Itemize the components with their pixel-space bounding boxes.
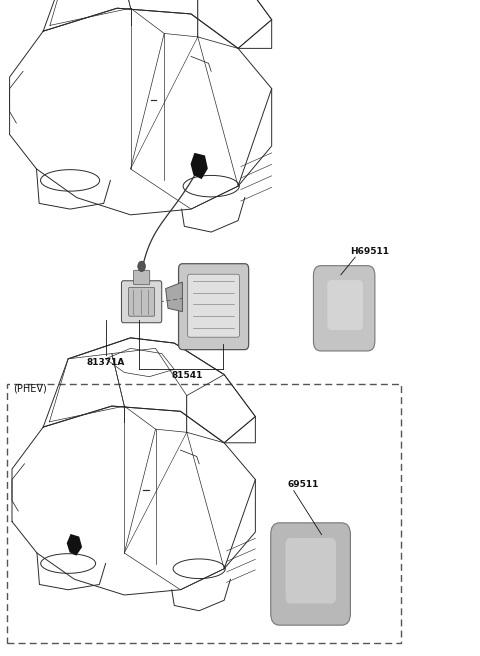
- Polygon shape: [67, 534, 82, 556]
- FancyBboxPatch shape: [129, 287, 155, 316]
- FancyBboxPatch shape: [188, 274, 240, 337]
- FancyBboxPatch shape: [271, 523, 350, 625]
- FancyBboxPatch shape: [133, 270, 150, 285]
- Text: H69511: H69511: [350, 247, 389, 256]
- Text: 81541: 81541: [171, 371, 203, 380]
- Text: 81371A: 81371A: [86, 358, 125, 367]
- Text: 69511: 69511: [288, 480, 319, 489]
- Polygon shape: [191, 153, 208, 179]
- Circle shape: [138, 261, 145, 272]
- FancyBboxPatch shape: [121, 281, 162, 323]
- Text: (PHEV): (PHEV): [13, 384, 47, 394]
- Polygon shape: [166, 282, 182, 312]
- FancyBboxPatch shape: [327, 280, 363, 330]
- FancyBboxPatch shape: [286, 538, 336, 604]
- FancyBboxPatch shape: [179, 264, 249, 350]
- FancyBboxPatch shape: [313, 266, 375, 351]
